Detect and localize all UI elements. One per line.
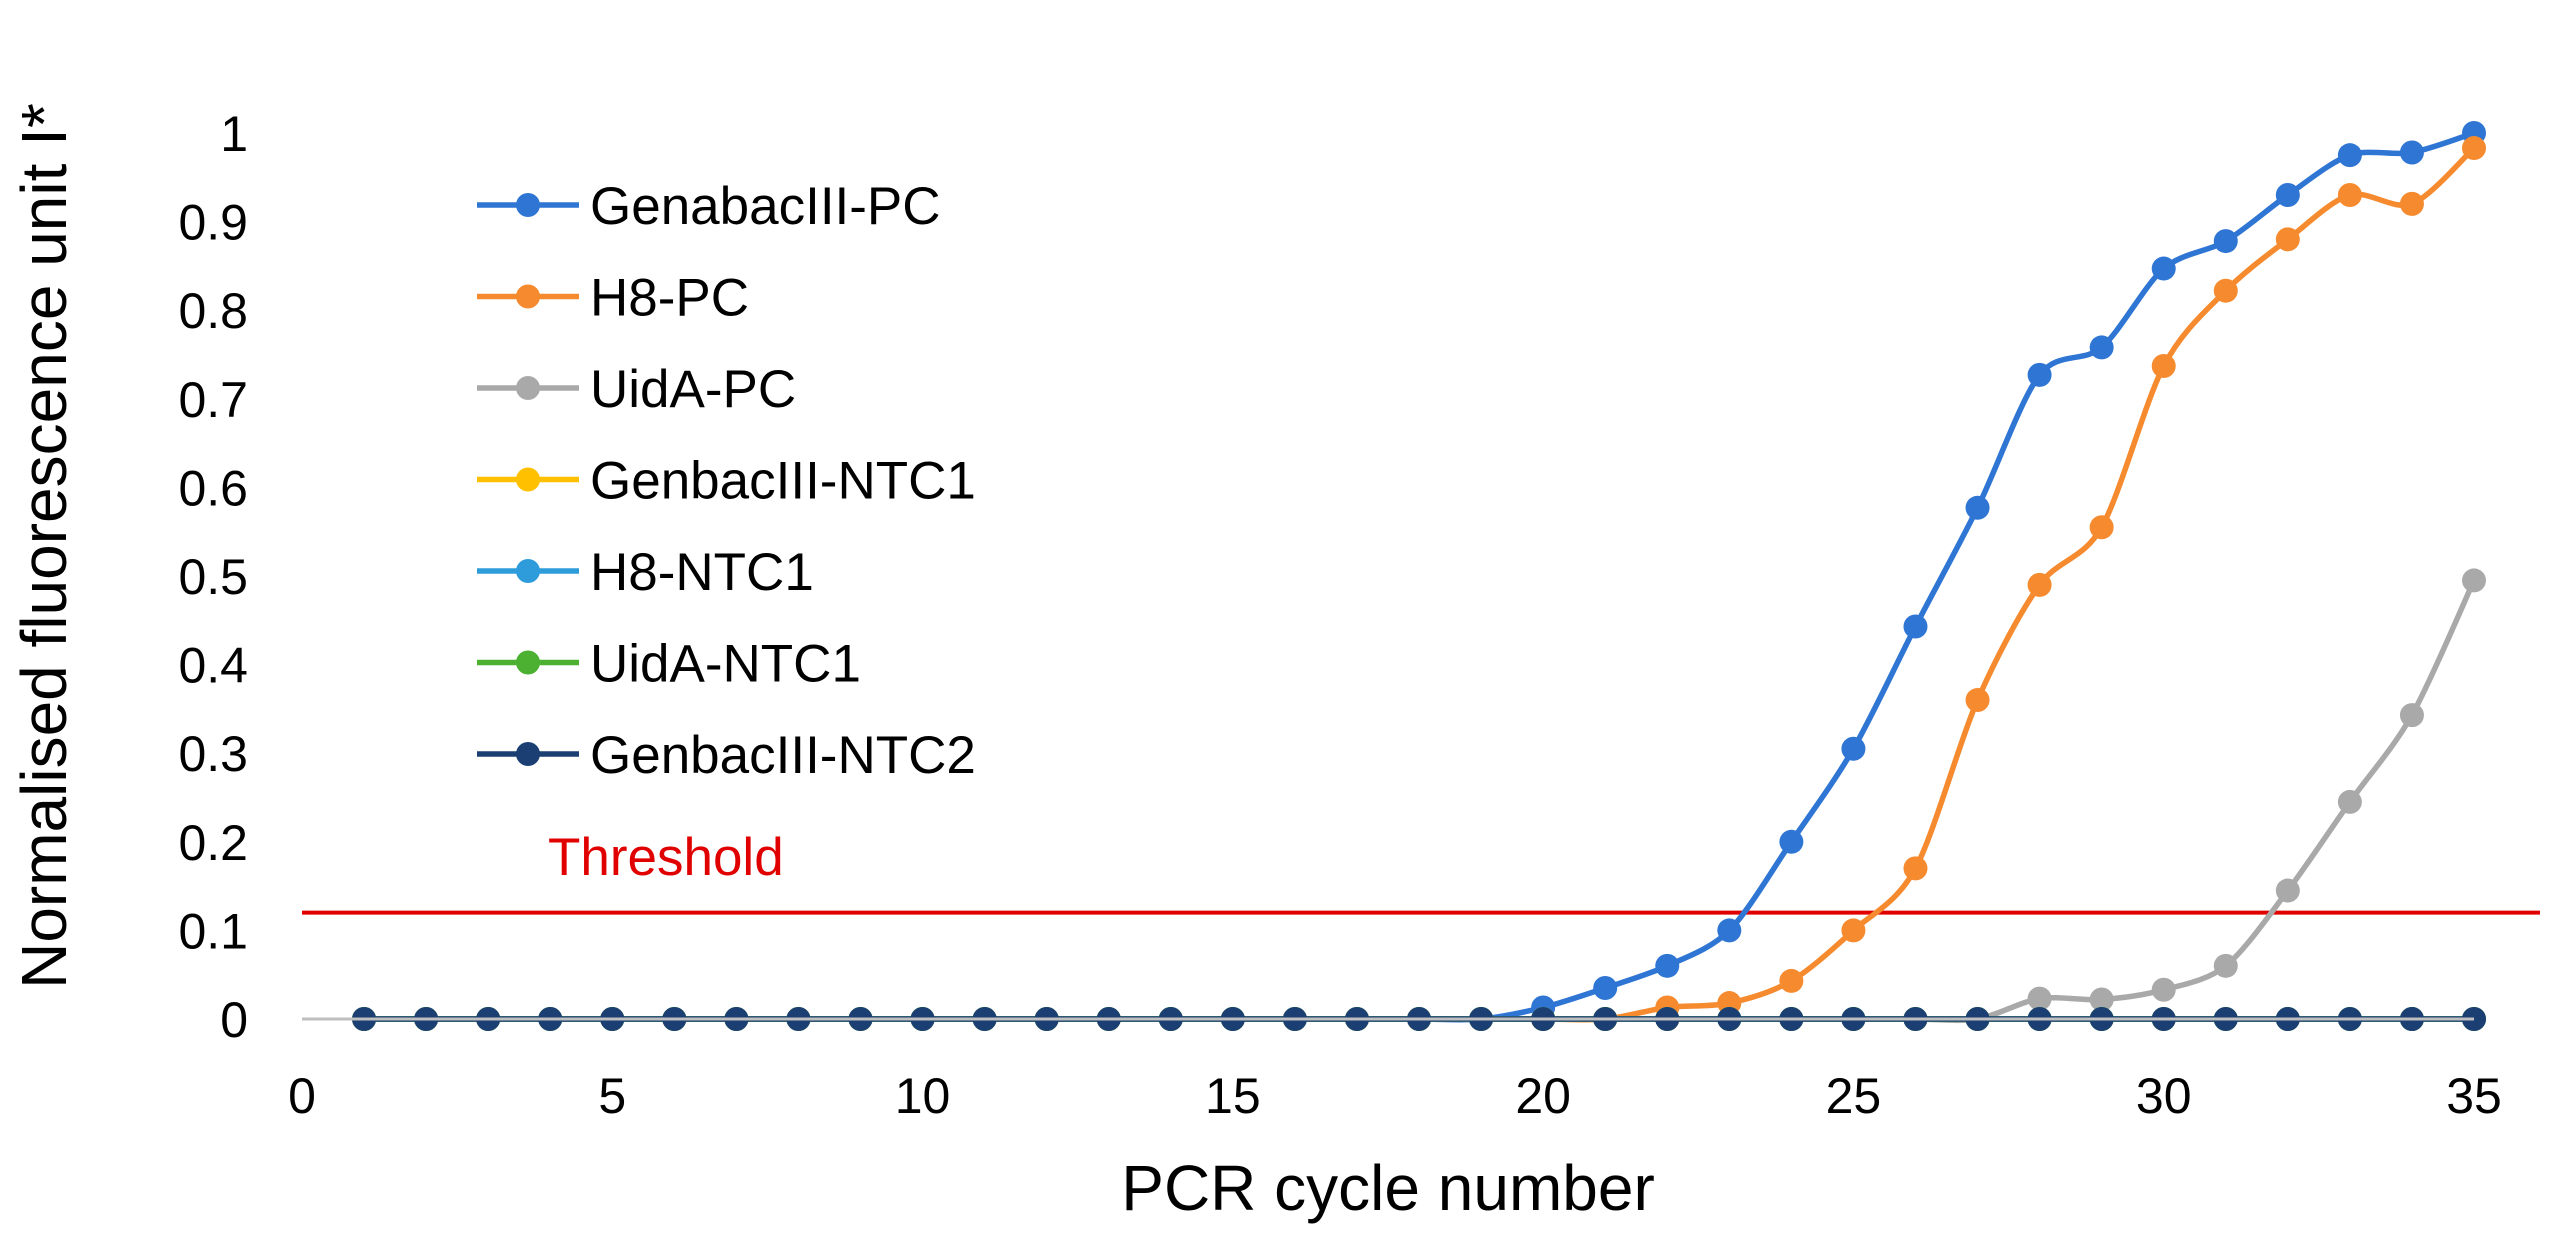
series-group — [352, 121, 2486, 1031]
data-point — [2089, 335, 2114, 360]
x-axis-ticks: 0 5 10 15 20 25 30 35 — [288, 1068, 2502, 1124]
data-point — [2027, 572, 2052, 597]
y-tick-label: 0.6 — [178, 460, 248, 516]
x-tick-label: 20 — [1515, 1068, 1571, 1124]
data-point — [2027, 362, 2052, 387]
data-point — [1903, 614, 1928, 639]
x-tick-label: 0 — [288, 1068, 316, 1124]
legend-marker — [516, 650, 540, 675]
legend-marker — [516, 193, 540, 217]
legend-label: GenabacIII-PC — [590, 177, 941, 236]
legend-marker — [516, 742, 540, 766]
data-point — [1655, 953, 1680, 978]
threshold-label: Threshold — [548, 828, 784, 887]
y-tick-label: 0.2 — [178, 815, 248, 871]
data-point — [1593, 975, 1618, 1000]
y-tick-label: 0.7 — [178, 372, 248, 428]
legend: GenabacIII-PC H8-PC UidA-PC GenbacIII-NTC1 H… — [477, 177, 976, 785]
legend-item: UidA-PC — [477, 360, 796, 419]
data-point — [2151, 977, 2176, 1002]
data-point — [2337, 789, 2362, 814]
legend-marker — [516, 467, 540, 492]
data-point — [2462, 568, 2486, 593]
legend-label: GenbacIII-NTC1 — [590, 452, 976, 511]
legend-label: H8-NTC1 — [590, 543, 814, 602]
data-point — [2399, 140, 2424, 165]
data-point — [1965, 495, 1990, 520]
y-tick-label: 0.9 — [178, 195, 248, 251]
x-tick-label: 35 — [2446, 1068, 2502, 1124]
legend-item: H8-PC — [477, 269, 749, 328]
data-point — [2337, 143, 2362, 168]
data-point — [1779, 829, 1804, 854]
data-point — [1841, 918, 1866, 943]
data-point — [1717, 918, 1742, 943]
x-tick-label: 15 — [1205, 1068, 1261, 1124]
data-point — [2275, 878, 2300, 903]
data-point — [2213, 278, 2238, 303]
data-point — [1779, 968, 1804, 993]
x-tick-label: 25 — [1826, 1068, 1882, 1124]
data-point — [2213, 229, 2238, 254]
y-tick-label: 0.5 — [178, 549, 248, 605]
legend-label: UidA-PC — [590, 360, 796, 419]
data-point — [1841, 736, 1866, 761]
x-tick-label: 5 — [598, 1068, 626, 1124]
y-axis-ticks: 0 0.1 0.2 0.3 0.4 0.5 0.6 0.7 0.8 0.9 1 — [178, 106, 248, 1048]
data-point — [2275, 183, 2300, 208]
data-point — [2151, 354, 2176, 379]
y-axis-title: Normalised fluorescence unit I* — [8, 103, 80, 989]
data-point — [2151, 256, 2176, 281]
y-tick-label: 0 — [220, 992, 248, 1048]
data-point — [2027, 986, 2052, 1011]
data-point — [2337, 183, 2362, 208]
legend-item: GenabacIII-PC — [477, 177, 941, 236]
data-point — [2399, 703, 2424, 728]
data-point — [1965, 688, 1990, 713]
x-tick-label: 30 — [2136, 1068, 2192, 1124]
data-point — [2462, 136, 2486, 161]
data-point — [2399, 191, 2424, 216]
data-point — [2089, 987, 2114, 1012]
y-tick-label: 0.4 — [178, 638, 248, 694]
legend-label: H8-PC — [590, 269, 749, 328]
legend-item: GenbacIII-NTC1 — [477, 452, 976, 511]
legend-label: UidA-NTC1 — [590, 635, 861, 694]
y-tick-label: 0.1 — [178, 903, 248, 959]
legend-item: GenbacIII-NTC2 — [477, 726, 976, 785]
data-point — [2089, 515, 2114, 540]
data-point — [1903, 856, 1928, 881]
legend-marker — [516, 376, 540, 400]
data-point — [2275, 227, 2300, 252]
y-tick-label: 0.8 — [178, 283, 248, 339]
legend-item: UidA-NTC1 — [477, 635, 861, 694]
legend-item: H8-NTC1 — [477, 543, 814, 602]
legend-marker — [516, 284, 540, 309]
x-axis-title: PCR cycle number — [1121, 1152, 1655, 1224]
y-tick-label: 0.3 — [178, 726, 248, 782]
legend-marker — [516, 559, 540, 583]
threshold-group: Threshold — [302, 828, 2540, 915]
y-tick-label: 1 — [220, 106, 248, 162]
x-tick-label: 10 — [895, 1068, 951, 1124]
legend-label: GenbacIII-NTC2 — [590, 726, 976, 785]
data-point — [2213, 953, 2238, 978]
